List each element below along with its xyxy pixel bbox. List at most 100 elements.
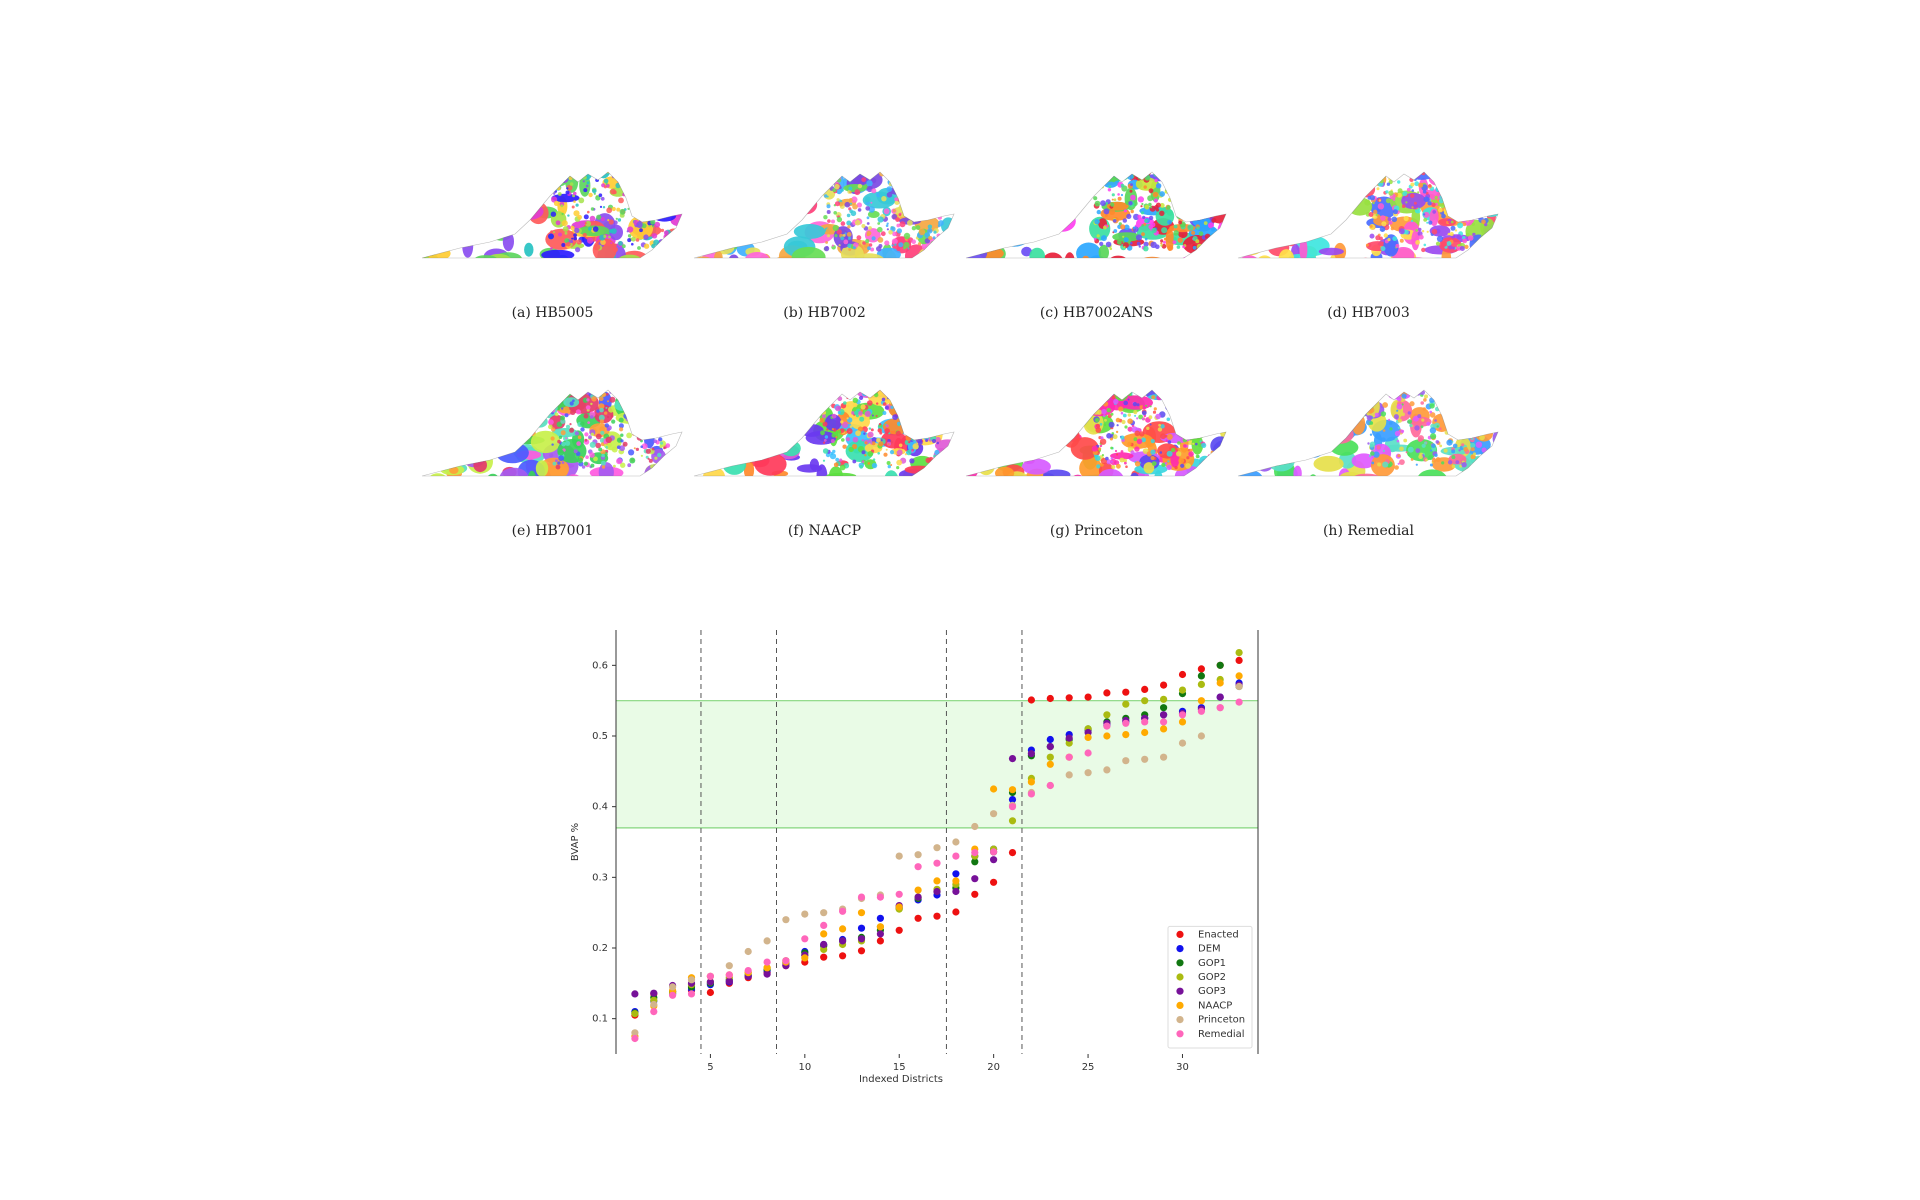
data-point xyxy=(952,908,960,916)
data-point xyxy=(971,822,979,831)
data-point xyxy=(1235,672,1243,680)
data-point xyxy=(990,848,998,856)
data-point xyxy=(1141,728,1149,737)
legend-label: NAACP xyxy=(1198,1000,1232,1011)
data-point xyxy=(687,976,696,984)
district-maps-grid: (a) HB5005 (b) HB7002 (c) HB7002ANS (d) HB7… xyxy=(420,160,1520,560)
data-point xyxy=(763,964,771,972)
data-point xyxy=(895,903,903,911)
data-point xyxy=(725,962,733,970)
data-point xyxy=(801,954,809,962)
virginia-map xyxy=(693,171,955,259)
data-point xyxy=(1216,661,1224,669)
data-point xyxy=(1235,682,1243,691)
data-point xyxy=(1027,750,1035,758)
data-point xyxy=(876,923,884,931)
data-point xyxy=(1160,695,1168,703)
y-tick-label: 0.3 xyxy=(592,872,608,883)
data-point xyxy=(1160,753,1168,761)
data-point xyxy=(744,967,752,975)
data-point xyxy=(1160,681,1168,689)
data-point xyxy=(895,890,903,898)
data-point xyxy=(801,910,809,918)
data-point xyxy=(1122,688,1130,696)
district-map: (a) HB5005 xyxy=(420,160,685,355)
district-map: (e) HB7001 xyxy=(420,378,685,573)
map-caption: (d) HB7003 xyxy=(1327,305,1410,321)
data-point xyxy=(1008,849,1017,857)
data-point xyxy=(1084,749,1092,757)
data-point xyxy=(1008,796,1017,804)
data-point xyxy=(1178,711,1187,719)
data-point xyxy=(1046,753,1054,761)
data-point xyxy=(631,1029,639,1037)
x-tick-label: 5 xyxy=(707,1062,713,1073)
data-point xyxy=(763,958,771,966)
data-point xyxy=(1065,734,1073,742)
y-axis-label: BVAP % xyxy=(570,823,581,861)
map-caption: (c) HB7002ANS xyxy=(1039,305,1154,321)
data-point xyxy=(1046,760,1054,768)
district-map: (g) Princeton xyxy=(964,378,1229,573)
data-point xyxy=(990,810,998,818)
data-point xyxy=(1197,680,1205,688)
legend-label: DEM xyxy=(1198,944,1221,955)
data-point xyxy=(744,947,752,956)
data-point xyxy=(1235,698,1243,706)
data-point xyxy=(1235,649,1243,657)
data-point xyxy=(914,863,922,871)
map-caption: (f) NAACP xyxy=(787,523,862,539)
data-point xyxy=(706,978,714,986)
legend-label: GOP1 xyxy=(1198,958,1226,969)
y-tick-label: 0.4 xyxy=(592,802,608,813)
data-point xyxy=(857,893,866,901)
data-point xyxy=(1122,719,1130,727)
data-point xyxy=(1027,696,1035,704)
data-point xyxy=(971,849,979,857)
data-point xyxy=(1216,693,1224,701)
data-point xyxy=(1065,753,1073,761)
data-point xyxy=(971,858,979,866)
data-point xyxy=(669,991,677,999)
data-point xyxy=(1046,694,1054,703)
x-tick-label: 15 xyxy=(893,1062,906,1073)
data-point xyxy=(1103,766,1111,774)
data-point xyxy=(820,940,828,949)
data-point xyxy=(1008,817,1017,825)
data-point xyxy=(631,990,639,998)
district-map: (d) HB7003 xyxy=(1236,160,1501,355)
data-point xyxy=(876,937,884,945)
legend-marker xyxy=(1176,987,1184,995)
map-caption: (h) Remedial xyxy=(1322,523,1415,539)
data-point xyxy=(857,924,866,932)
data-point xyxy=(933,887,941,896)
data-point xyxy=(914,914,922,922)
data-point xyxy=(1178,686,1187,694)
legend-label: GOP2 xyxy=(1198,972,1226,983)
legend-label: GOP3 xyxy=(1198,986,1226,997)
data-point xyxy=(631,1034,639,1043)
legend-label: Princeton xyxy=(1198,1015,1245,1026)
data-point xyxy=(952,870,960,878)
data-point xyxy=(706,988,714,997)
legend-marker xyxy=(1176,959,1184,967)
legend-marker xyxy=(1176,1016,1184,1024)
data-point xyxy=(1122,700,1130,708)
legend-marker xyxy=(1176,945,1184,953)
data-point xyxy=(631,1010,639,1018)
legend-label: Enacted xyxy=(1198,929,1239,940)
data-point xyxy=(1065,739,1073,747)
virginia-map xyxy=(1237,389,1499,477)
data-point xyxy=(1084,733,1092,741)
data-point xyxy=(876,893,884,901)
data-point xyxy=(782,957,790,965)
x-axis-label: Indexed Districts xyxy=(859,1074,943,1085)
data-point xyxy=(1160,711,1168,719)
data-point xyxy=(952,887,960,896)
data-point xyxy=(1008,803,1017,811)
data-point xyxy=(839,925,847,933)
data-point xyxy=(895,926,903,934)
data-point xyxy=(725,977,733,985)
district-map: (h) Remedial xyxy=(1236,378,1501,573)
data-point xyxy=(1103,689,1111,697)
